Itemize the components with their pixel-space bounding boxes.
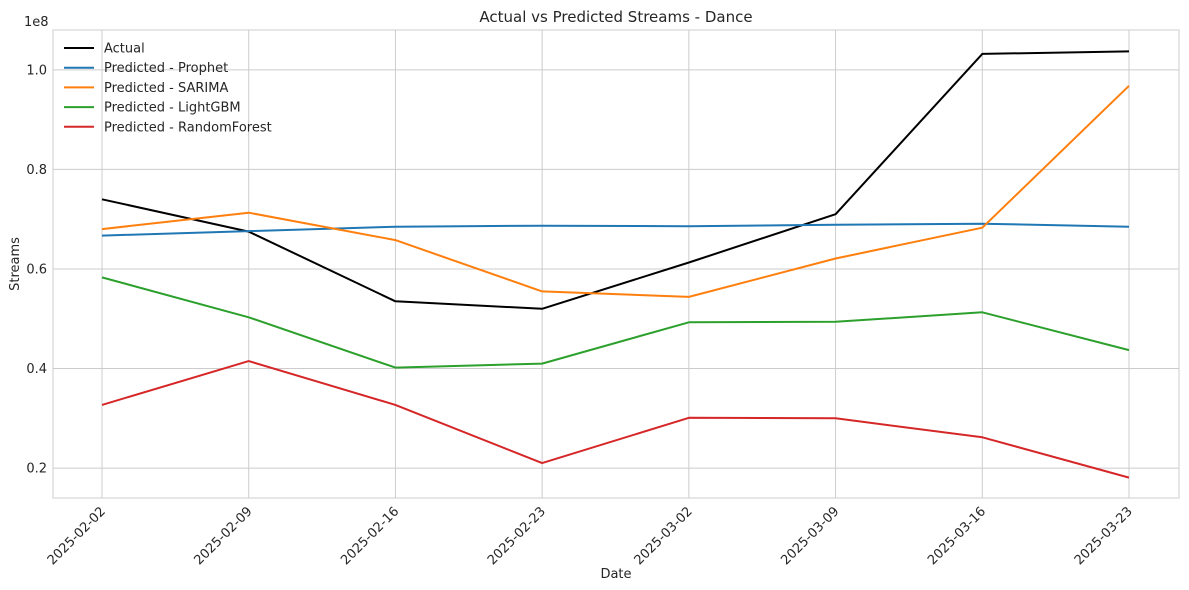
x-tick-label: 2025-02-09	[192, 504, 256, 568]
y-tick-label: 1.0	[26, 63, 47, 78]
legend-label: Predicted - Prophet	[104, 61, 228, 76]
series-line-predicted-prophet	[101, 222, 1130, 237]
y-tick-label: 0.8	[26, 163, 47, 178]
chart-title: Actual vs Predicted Streams - Dance	[479, 8, 752, 26]
series-lines	[101, 50, 1130, 479]
y-tick-label: 0.2	[26, 462, 47, 477]
legend-label: Predicted - LightGBM	[104, 101, 241, 116]
x-tick-label: 2025-03-09	[778, 504, 842, 568]
legend: Actual Predicted - Prophet Predicted - SAR…	[64, 42, 272, 135]
series-line-actual	[101, 50, 1130, 310]
x-tick-label: 2025-02-02	[45, 504, 109, 568]
series-line-predicted-randomforest	[101, 360, 1130, 479]
x-axis-label: Date	[600, 567, 631, 582]
y-axis-multiplier: 1e8	[24, 15, 49, 30]
series-line-predicted-sarima	[101, 85, 1130, 298]
x-tick-label: 2025-03-02	[632, 504, 696, 568]
x-tick-label: 2025-02-23	[485, 504, 549, 568]
legend-label: Predicted - RandomForest	[104, 120, 272, 135]
legend-label: Predicted - SARIMA	[104, 81, 228, 96]
y-axis-label: Streams	[8, 237, 23, 291]
grid-lines	[53, 30, 1179, 498]
tick-labels: 2025-02-02 2025-02-09 2025-02-16 2025-02-23…	[26, 63, 1136, 568]
x-tick-label: 2025-02-16	[338, 504, 402, 568]
plot-frame	[52, 29, 1180, 499]
legend-label: Actual	[104, 42, 145, 57]
x-tick-label: 2025-03-23	[1072, 504, 1136, 568]
series-line-predicted-lightgbm	[101, 276, 1130, 369]
x-tick-label: 2025-03-16	[925, 504, 989, 568]
y-tick-label: 0.6	[26, 262, 47, 277]
y-tick-label: 0.4	[26, 362, 47, 377]
